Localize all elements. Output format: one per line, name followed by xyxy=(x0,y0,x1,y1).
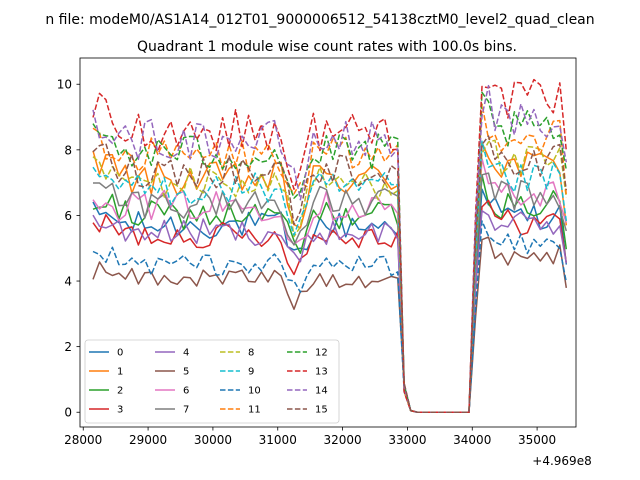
x-tick-label: 29000 xyxy=(129,433,167,447)
x-tick-label: 35000 xyxy=(518,433,556,447)
series-line-6 xyxy=(92,157,568,413)
y-tick-label: 8 xyxy=(64,143,72,157)
y-tick-label: 4 xyxy=(64,275,72,289)
series-line-3 xyxy=(92,199,568,413)
legend-label-11: 11 xyxy=(248,405,261,416)
legend-label-8: 8 xyxy=(248,348,254,359)
axes-border xyxy=(79,57,577,428)
series-line-8 xyxy=(92,139,568,413)
legend-label-4: 4 xyxy=(183,348,189,359)
axes-frame xyxy=(79,57,577,428)
legend-box xyxy=(84,339,340,424)
y-tick-label: 10 xyxy=(57,78,72,92)
series-line-12 xyxy=(92,91,568,413)
legend-label-12: 12 xyxy=(315,348,328,359)
legend-label-6: 6 xyxy=(183,386,189,397)
series-line-5 xyxy=(92,236,568,413)
legend-label-13: 13 xyxy=(315,367,328,378)
x-tick-label: 31000 xyxy=(259,433,297,447)
x-tick-label: 34000 xyxy=(453,433,491,447)
series-line-4 xyxy=(92,210,568,413)
legend-label-0: 0 xyxy=(117,348,123,359)
legend-label-2: 2 xyxy=(117,386,123,397)
legend-label-7: 7 xyxy=(183,405,189,416)
series-line-7 xyxy=(93,172,568,413)
x-axis-offset-label: +4.969e8 xyxy=(532,454,591,468)
legend-label-14: 14 xyxy=(315,386,328,397)
series-line-1 xyxy=(92,141,568,413)
series-line-9 xyxy=(92,140,568,413)
chart-title: Quadrant 1 module wise count rates with … xyxy=(137,39,517,55)
axis-ticks: 28000 29000 30000 31000 32000 33000 34000 35000… xyxy=(57,78,556,447)
y-tick-label: 0 xyxy=(64,406,72,420)
x-tick-label: 32000 xyxy=(323,433,361,447)
legend-label-9: 9 xyxy=(248,367,254,378)
series-line-10 xyxy=(92,220,568,413)
legend-label-15: 15 xyxy=(315,405,328,416)
legend-label-1: 1 xyxy=(117,367,123,378)
legend-label-5: 5 xyxy=(183,367,189,378)
x-tick-label: 30000 xyxy=(194,433,232,447)
x-tick-label: 33000 xyxy=(388,433,426,447)
legend-label-3: 3 xyxy=(117,405,123,416)
series-line-15 xyxy=(92,135,568,413)
y-tick-label: 2 xyxy=(64,340,72,354)
y-tick-label: 6 xyxy=(64,209,72,223)
legend-label-10: 10 xyxy=(248,386,261,397)
x-tick-label: 28000 xyxy=(64,433,102,447)
plot-lines xyxy=(92,78,568,413)
figure-suptitle: n file: modeM0/AS1A14_012T01_9000006512_… xyxy=(45,12,594,28)
